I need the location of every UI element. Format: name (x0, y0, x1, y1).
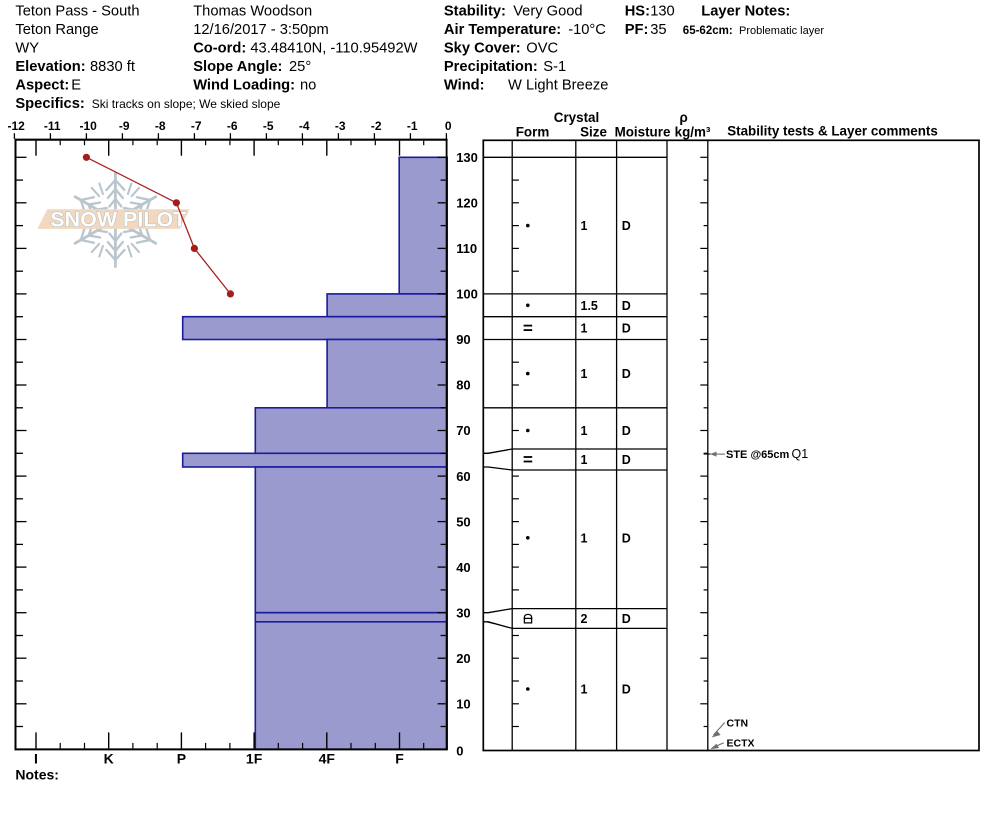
svg-text:1: 1 (581, 531, 588, 545)
svg-text:130: 130 (456, 150, 478, 165)
svg-text:60: 60 (456, 469, 470, 484)
svg-text:0: 0 (445, 119, 452, 133)
svg-text:D: D (622, 424, 631, 438)
svg-text:-1: -1 (407, 119, 418, 133)
svg-text:Co-ord:43.48410N, -110.95492W: Co-ord: 43.48410N, -110.95492W (193, 41, 417, 57)
svg-text:-8: -8 (155, 119, 166, 133)
svg-text:0: 0 (456, 744, 463, 759)
svg-text:30: 30 (456, 605, 470, 620)
svg-text:kg/m³: kg/m³ (675, 125, 711, 140)
svg-text:4F: 4F (319, 751, 336, 767)
svg-text:-5: -5 (263, 119, 274, 133)
svg-text:Teton Range: Teton Range (15, 22, 98, 38)
svg-text:50: 50 (456, 514, 470, 529)
svg-text:Notes:: Notes: (15, 767, 59, 783)
svg-text:100: 100 (456, 287, 478, 302)
svg-text:WY: WY (15, 41, 39, 57)
svg-text:Stability:Very Good: Stability: Very Good (444, 4, 583, 20)
svg-text:-2: -2 (371, 119, 382, 133)
svg-text:Stability tests & Layer commen: Stability tests & Layer comments (727, 124, 938, 139)
svg-text:Slope Angle:25°: Slope Angle: 25° (193, 59, 311, 75)
svg-text:80: 80 (456, 378, 470, 393)
svg-text:HS:130: HS:130 (625, 4, 675, 20)
svg-text:-6: -6 (227, 119, 238, 133)
svg-text:12/16/2017 - 3:50pm: 12/16/2017 - 3:50pm (193, 22, 329, 38)
svg-text:1: 1 (581, 219, 588, 233)
svg-text:-9: -9 (119, 119, 130, 133)
svg-text:40: 40 (456, 560, 470, 575)
svg-text:D: D (622, 531, 631, 545)
svg-text:Elevation:8830 ft: Elevation: 8830 ft (15, 59, 135, 75)
svg-text:K: K (104, 751, 114, 767)
svg-text:1: 1 (581, 424, 588, 438)
svg-text:-3: -3 (335, 119, 346, 133)
svg-text:Specifics:Ski tracks on slope;: Specifics: Ski tracks on slope; We skied … (15, 96, 280, 112)
svg-text:D: D (622, 299, 631, 313)
svg-text:Moisture: Moisture (615, 125, 671, 140)
svg-text:20: 20 (456, 651, 470, 666)
svg-text:Size: Size (580, 125, 607, 140)
svg-text:90: 90 (456, 332, 470, 347)
svg-text:1.5: 1.5 (581, 299, 598, 313)
svg-text:1: 1 (581, 683, 588, 697)
svg-text:70: 70 (456, 423, 470, 438)
svg-text:Form: Form (516, 125, 550, 140)
svg-text:1: 1 (581, 322, 588, 336)
svg-text:Sky Cover:OVC: Sky Cover: OVC (444, 41, 559, 57)
svg-text:2: 2 (581, 612, 588, 626)
svg-text:D: D (622, 612, 631, 626)
svg-text:1F: 1F (246, 751, 263, 767)
svg-text:-12: -12 (8, 119, 26, 133)
svg-text:D: D (622, 453, 631, 467)
svg-text:PF:35: PF: 35 (625, 22, 667, 38)
svg-text:10: 10 (456, 697, 470, 712)
svg-text:D: D (622, 367, 631, 381)
svg-text:I: I (34, 751, 38, 767)
svg-text:1: 1 (581, 453, 588, 467)
svg-text:-4: -4 (299, 119, 310, 133)
svg-text:Air Temperature:-10°C: Air Temperature: -10°C (444, 22, 606, 38)
svg-text:1: 1 (581, 367, 588, 381)
svg-text:ECTX: ECTX (727, 738, 755, 750)
svg-text:Teton Pass - South: Teton Pass - South (15, 4, 139, 20)
svg-text:-7: -7 (191, 119, 202, 133)
svg-text:D: D (622, 219, 631, 233)
svg-text:Layer Notes:: Layer Notes: (701, 4, 790, 20)
svg-text:120: 120 (456, 196, 478, 211)
svg-text:ρ: ρ (679, 110, 687, 125)
svg-text:CTN: CTN (727, 718, 749, 730)
svg-text:D: D (622, 683, 631, 697)
svg-text:Wind Loading:no: Wind Loading: no (193, 78, 316, 94)
svg-text:-10: -10 (80, 119, 98, 133)
svg-text:65-62cm:Problematic layer: 65-62cm: Problematic layer (683, 25, 825, 37)
svg-text:-11: -11 (44, 119, 61, 133)
svg-text:Thomas Woodson: Thomas Woodson (193, 4, 312, 20)
svg-text:D: D (622, 322, 631, 336)
svg-text:F: F (395, 751, 404, 767)
svg-text:110: 110 (456, 241, 477, 256)
svg-text:Crystal: Crystal (554, 110, 599, 125)
svg-text:P: P (177, 751, 186, 767)
svg-text:Wind:W Light Breeze: Wind: W Light Breeze (444, 78, 609, 94)
svg-text:Aspect:E: Aspect: E (15, 78, 81, 94)
svg-text:Precipitation:S-1: Precipitation: S-1 (444, 59, 566, 75)
svg-text:SNOW PILOT: SNOW PILOT (50, 208, 186, 232)
